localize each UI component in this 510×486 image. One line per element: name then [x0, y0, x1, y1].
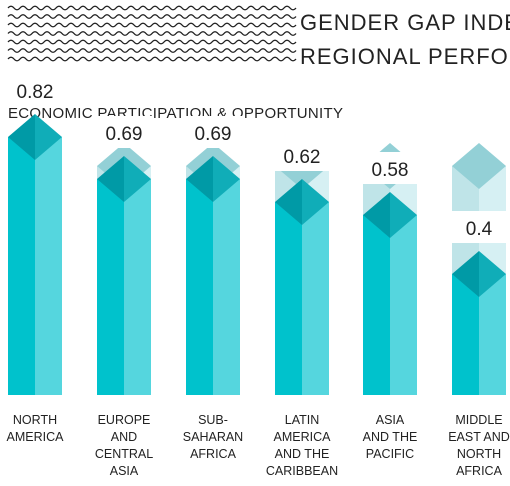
- bar-group: 0.82 NORTH AMERICA: [6, 74, 64, 444]
- bar-fill-front: [452, 274, 479, 395]
- bar-cap-right: [390, 192, 417, 238]
- chart-title: ECONOMIC PARTICIPATION & OPPORTUNITY: [8, 105, 343, 122]
- title-line-2: REGIONAL PERFORMANCE: [300, 44, 510, 69]
- category-label: AFRICA: [190, 447, 237, 461]
- category-label: LATIN: [285, 413, 320, 427]
- value-label: 0.82: [17, 82, 54, 103]
- wave-decoration: [7, 5, 297, 62]
- category-label: CENTRAL: [95, 447, 153, 461]
- bar-group: 0.69 SUB- SAHARAN AFRICA: [183, 116, 243, 461]
- category-label: EAST AND: [448, 430, 510, 444]
- category-label: PACIFIC: [366, 447, 414, 461]
- wave-line: [7, 14, 297, 19]
- category-label: SAHARAN: [183, 430, 243, 444]
- bar-fill-side: [35, 137, 62, 395]
- wave-line: [7, 39, 297, 45]
- value-label: 0.4: [466, 219, 493, 240]
- wave-line: [7, 5, 297, 11]
- bar-group: 0.62 LATIN AMERICA AND THE CARIBBEAN: [266, 139, 338, 478]
- category-label: SUB-: [198, 413, 228, 427]
- bar-group: 0.4 MIDDLE EAST AND NORTH AFRICA: [448, 143, 510, 478]
- category-label: AND THE: [275, 447, 330, 461]
- category-label: AMERICA: [274, 430, 332, 444]
- bar-fill-side: [302, 202, 329, 395]
- bar-fill-front: [8, 137, 35, 395]
- value-label: 0.62: [284, 147, 321, 168]
- value-label: 0.58: [372, 160, 409, 181]
- value-label-bg: [6, 74, 64, 106]
- bar-cap-left: [275, 179, 302, 225]
- category-label: AND THE: [363, 430, 418, 444]
- bar-fill-side: [479, 274, 506, 395]
- wave-line: [7, 22, 297, 28]
- bar-fill-front: [97, 179, 124, 395]
- category-label: AND: [111, 430, 137, 444]
- value-label-bg: [95, 116, 153, 148]
- category-label: MIDDLE: [455, 413, 502, 427]
- bar-chart: 0.82 NORTH AMERICA 0.69 EUROPE AND CENTRAL ASIA…: [6, 74, 510, 478]
- bar-fill-side: [124, 179, 151, 395]
- value-label-bg: [184, 116, 242, 148]
- bar-cap-right: [302, 179, 329, 225]
- bar-cap-left: [363, 192, 390, 238]
- bar-fill-side: [390, 215, 417, 395]
- category-label: ASIA: [376, 413, 405, 427]
- category-label: AFRICA: [456, 464, 503, 478]
- bar-fill-side: [213, 179, 240, 395]
- value-label-bg: [450, 211, 508, 243]
- bar-cap-right: [35, 114, 62, 160]
- bar-cap-right: [213, 156, 240, 202]
- bar-fill-front: [275, 202, 302, 395]
- value-label-bg: [273, 139, 331, 171]
- bar-group: 0.69 EUROPE AND CENTRAL ASIA: [95, 116, 153, 478]
- wave-line: [7, 31, 297, 36]
- bar-cap-left: [8, 114, 35, 160]
- value-label: 0.69: [195, 124, 232, 145]
- value-label: 0.69: [106, 124, 143, 145]
- wave-line: [7, 48, 297, 53]
- title-line-1: GENDER GAP INDEX 2013: [300, 10, 510, 35]
- category-label: CARIBBEAN: [266, 464, 338, 478]
- category-label: AMERICA: [7, 430, 65, 444]
- bar-ghost-cap: [452, 143, 506, 189]
- bar-group: 0.58 ASIA AND THE PACIFIC: [361, 143, 419, 461]
- category-label: EUROPE: [98, 413, 151, 427]
- category-label: NORTH: [457, 447, 501, 461]
- bar-cap-left: [452, 251, 479, 297]
- wave-line: [7, 56, 297, 62]
- bar-cap-left: [97, 156, 124, 202]
- category-label: ASIA: [110, 464, 139, 478]
- category-label: NORTH: [13, 413, 57, 427]
- bar-fill-front: [186, 179, 213, 395]
- bar-fill-front: [363, 215, 390, 395]
- bar-cap-right: [479, 251, 506, 297]
- value-label-bg: [361, 152, 419, 184]
- bar-cap-right: [124, 156, 151, 202]
- bar-cap-left: [186, 156, 213, 202]
